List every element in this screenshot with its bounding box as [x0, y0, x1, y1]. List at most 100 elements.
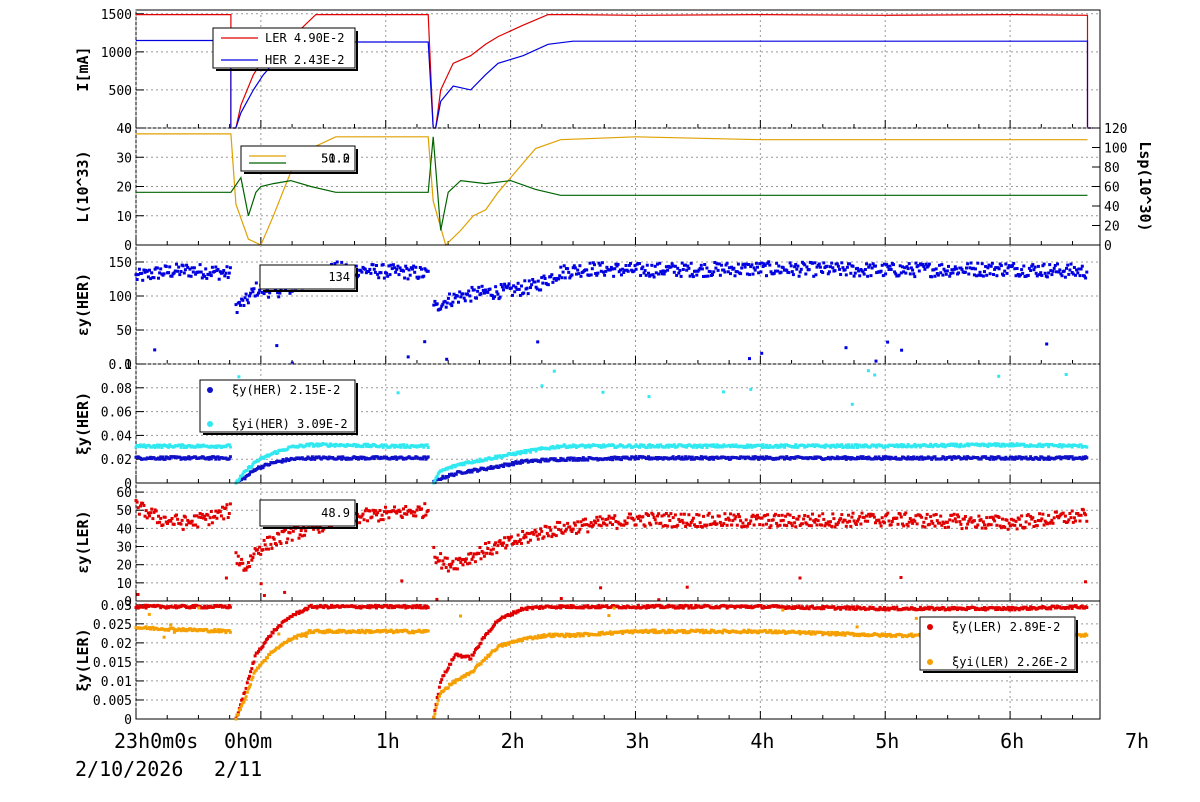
- data-point: [432, 716, 435, 719]
- data-point: [235, 551, 238, 554]
- data-point: [413, 271, 416, 274]
- y-tick-label: 0.025: [93, 618, 132, 633]
- data-point: [787, 271, 790, 274]
- data-point: [566, 522, 569, 525]
- data-point: [1053, 267, 1056, 270]
- data-point: [228, 512, 231, 515]
- data-point: [911, 269, 914, 272]
- data-point: [501, 285, 504, 288]
- data-point: [1028, 523, 1031, 526]
- data-point: [499, 296, 502, 299]
- data-point: [257, 667, 260, 670]
- data-point: [1070, 263, 1073, 266]
- outlier-point: [749, 388, 752, 391]
- data-point: [668, 519, 671, 522]
- data-point: [1035, 272, 1038, 275]
- data-point: [253, 661, 256, 664]
- data-point: [855, 523, 858, 526]
- data-point: [493, 623, 496, 626]
- data-point: [435, 706, 438, 709]
- data-point: [239, 304, 242, 307]
- data-point: [438, 559, 441, 562]
- outlier-point: [445, 358, 448, 361]
- data-point: [676, 524, 679, 527]
- data-point: [726, 262, 729, 265]
- data-point: [1003, 526, 1006, 529]
- data-point: [793, 521, 796, 524]
- data-point: [522, 292, 525, 295]
- data-point: [494, 285, 497, 288]
- data-point: [798, 515, 801, 518]
- data-point: [1073, 516, 1076, 519]
- data-point: [249, 670, 252, 673]
- data-point: [464, 299, 467, 302]
- data-point: [577, 531, 580, 534]
- data-point: [758, 523, 761, 526]
- data-point: [858, 274, 861, 277]
- data-point: [463, 297, 466, 300]
- data-point: [318, 531, 321, 534]
- outlier-point: [648, 395, 651, 398]
- data-point: [1050, 273, 1053, 276]
- data-point: [907, 525, 910, 528]
- outlier-point: [153, 348, 156, 351]
- data-point: [947, 265, 950, 268]
- data-point: [658, 262, 661, 265]
- data-point: [568, 525, 571, 528]
- data-point: [480, 642, 483, 645]
- legend-value: 134: [328, 270, 350, 284]
- data-point: [852, 265, 855, 268]
- data-point: [493, 295, 496, 298]
- data-point: [433, 712, 436, 715]
- data-point: [250, 667, 253, 670]
- data-point: [600, 524, 603, 527]
- data-point: [165, 265, 168, 268]
- data-point: [550, 273, 553, 276]
- data-point: [529, 539, 532, 542]
- y-tick-label: 0.02: [101, 637, 132, 652]
- data-point: [699, 521, 702, 524]
- data-point: [749, 519, 752, 522]
- data-point: [449, 663, 452, 666]
- data-point: [818, 514, 821, 517]
- data-point: [248, 565, 251, 568]
- data-point: [611, 523, 614, 526]
- data-point: [834, 269, 837, 272]
- data-point: [227, 276, 230, 279]
- data-point: [277, 295, 280, 298]
- data-point: [223, 274, 226, 277]
- data-point: [457, 301, 460, 304]
- data-point: [934, 525, 937, 528]
- data-point: [890, 268, 893, 271]
- data-point: [487, 541, 490, 544]
- data-point: [1006, 519, 1009, 522]
- data-point: [447, 297, 450, 300]
- outlier-point: [602, 391, 605, 394]
- data-point: [692, 517, 695, 520]
- data-point: [253, 553, 256, 556]
- data-point: [481, 285, 484, 288]
- data-point: [957, 515, 960, 518]
- data-point: [177, 266, 180, 269]
- data-point: [813, 521, 816, 524]
- data-point: [625, 264, 628, 267]
- data-point: [737, 263, 740, 266]
- data-point: [818, 263, 821, 266]
- data-point: [741, 522, 744, 525]
- data-point: [821, 271, 824, 274]
- data-point: [899, 513, 902, 516]
- data-point: [250, 559, 253, 562]
- data-point: [254, 654, 257, 657]
- data-point: [945, 273, 948, 276]
- data-point: [820, 524, 823, 527]
- data-point: [462, 292, 465, 295]
- y-right-axis-label: Lsp(10^30): [1136, 141, 1154, 231]
- data-point: [224, 272, 227, 275]
- data-point: [708, 512, 711, 515]
- data-point: [401, 516, 404, 519]
- data-point: [939, 515, 942, 518]
- data-point: [1071, 510, 1074, 513]
- data-point: [439, 681, 442, 684]
- data-point: [539, 527, 542, 530]
- data-point: [398, 273, 401, 276]
